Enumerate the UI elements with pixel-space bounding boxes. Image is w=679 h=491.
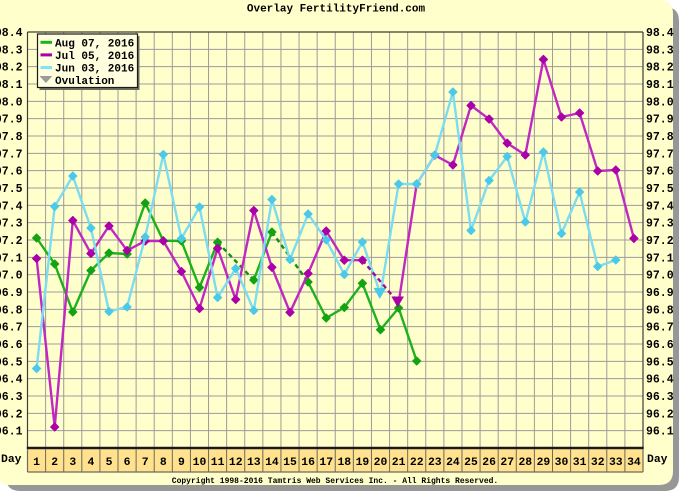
svg-text:29: 29 <box>537 457 551 469</box>
svg-text:17: 17 <box>319 457 333 469</box>
svg-text:96.2: 96.2 <box>0 408 23 421</box>
svg-text:98.4: 98.4 <box>646 27 674 40</box>
svg-text:Jun 03, 2016: Jun 03, 2016 <box>55 64 134 76</box>
svg-text:97.0: 97.0 <box>646 270 674 283</box>
svg-text:Day: Day <box>1 454 22 466</box>
svg-text:2: 2 <box>51 457 58 469</box>
svg-text:97.1: 97.1 <box>0 252 23 265</box>
svg-text:97.2: 97.2 <box>646 235 674 248</box>
svg-text:13: 13 <box>247 457 261 469</box>
svg-text:97.3: 97.3 <box>646 218 674 231</box>
svg-text:98.2: 98.2 <box>0 62 23 75</box>
svg-text:21: 21 <box>392 457 406 469</box>
svg-text:4: 4 <box>87 457 94 469</box>
svg-text:18: 18 <box>337 457 351 469</box>
svg-text:3: 3 <box>69 457 76 469</box>
svg-text:6: 6 <box>124 457 131 469</box>
svg-text:28: 28 <box>518 457 532 469</box>
svg-text:96.8: 96.8 <box>0 304 23 317</box>
svg-text:15: 15 <box>283 457 297 469</box>
svg-text:97.7: 97.7 <box>0 148 23 161</box>
svg-text:96.7: 96.7 <box>646 322 674 335</box>
svg-text:97.8: 97.8 <box>0 131 23 144</box>
svg-text:5: 5 <box>106 457 113 469</box>
svg-text:96.4: 96.4 <box>0 374 23 387</box>
svg-text:96.7: 96.7 <box>0 322 23 335</box>
svg-text:1: 1 <box>33 457 40 469</box>
svg-text:97.7: 97.7 <box>646 148 674 161</box>
svg-text:96.1: 96.1 <box>0 426 23 439</box>
svg-text:96.3: 96.3 <box>646 391 674 404</box>
svg-text:98.0: 98.0 <box>0 96 23 109</box>
svg-text:97.0: 97.0 <box>0 270 23 283</box>
svg-text:96.8: 96.8 <box>646 304 674 317</box>
svg-text:32: 32 <box>591 457 605 469</box>
svg-text:96.6: 96.6 <box>0 339 23 352</box>
svg-text:27: 27 <box>500 457 514 469</box>
svg-text:Day: Day <box>647 454 668 466</box>
svg-text:98.3: 98.3 <box>646 44 674 57</box>
svg-text:24: 24 <box>446 457 460 469</box>
svg-text:97.1: 97.1 <box>646 252 674 265</box>
svg-text:97.5: 97.5 <box>646 183 674 196</box>
svg-text:97.9: 97.9 <box>646 114 674 127</box>
svg-text:16: 16 <box>301 457 315 469</box>
svg-text:12: 12 <box>229 457 243 469</box>
svg-text:97.2: 97.2 <box>0 235 23 248</box>
svg-text:25: 25 <box>464 457 478 469</box>
svg-text:97.6: 97.6 <box>646 166 674 179</box>
svg-text:20: 20 <box>374 457 388 469</box>
svg-text:Ovulation: Ovulation <box>55 76 114 88</box>
svg-text:Copyright 1998-2016 Tamtris We: Copyright 1998-2016 Tamtris Web Services… <box>172 477 498 486</box>
svg-text:9: 9 <box>178 457 185 469</box>
svg-text:96.5: 96.5 <box>0 356 23 369</box>
svg-text:30: 30 <box>555 457 569 469</box>
svg-text:98.4: 98.4 <box>0 27 23 40</box>
svg-text:96.5: 96.5 <box>646 356 674 369</box>
svg-text:98.1: 98.1 <box>0 79 23 92</box>
svg-text:26: 26 <box>482 457 496 469</box>
svg-text:8: 8 <box>160 457 167 469</box>
svg-text:96.3: 96.3 <box>0 391 23 404</box>
svg-text:98.1: 98.1 <box>646 79 674 92</box>
svg-text:96.1: 96.1 <box>646 426 674 439</box>
svg-text:98.3: 98.3 <box>0 44 23 57</box>
svg-text:97.9: 97.9 <box>0 114 23 127</box>
svg-text:23: 23 <box>428 457 442 469</box>
svg-text:97.8: 97.8 <box>646 131 674 144</box>
svg-text:97.4: 97.4 <box>0 200 23 213</box>
svg-text:98.0: 98.0 <box>646 96 674 109</box>
svg-text:96.9: 96.9 <box>646 287 674 300</box>
svg-text:22: 22 <box>410 457 424 469</box>
svg-text:33: 33 <box>609 457 623 469</box>
svg-text:19: 19 <box>356 457 370 469</box>
svg-text:97.5: 97.5 <box>0 183 23 196</box>
svg-text:7: 7 <box>142 457 149 469</box>
svg-text:Aug 07, 2016: Aug 07, 2016 <box>55 38 134 50</box>
svg-text:Jul 05, 2016: Jul 05, 2016 <box>55 51 134 63</box>
svg-text:96.9: 96.9 <box>0 287 23 300</box>
svg-text:97.4: 97.4 <box>646 200 674 213</box>
svg-text:97.6: 97.6 <box>0 166 23 179</box>
svg-text:96.2: 96.2 <box>646 408 674 421</box>
svg-text:31: 31 <box>573 457 587 469</box>
svg-text:98.2: 98.2 <box>646 62 674 75</box>
svg-text:10: 10 <box>193 457 207 469</box>
svg-text:34: 34 <box>627 457 641 469</box>
svg-text:Overlay FertilityFriend.com: Overlay FertilityFriend.com <box>247 4 426 16</box>
svg-text:97.3: 97.3 <box>0 218 23 231</box>
svg-text:14: 14 <box>265 457 279 469</box>
svg-text:96.4: 96.4 <box>646 374 674 387</box>
svg-text:11: 11 <box>211 457 225 469</box>
svg-text:96.6: 96.6 <box>646 339 674 352</box>
